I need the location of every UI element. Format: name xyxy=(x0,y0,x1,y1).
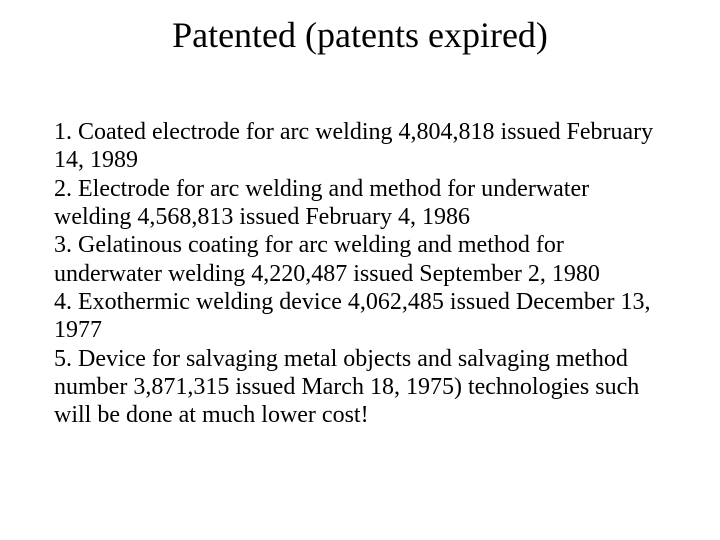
page-title: Patented (patents expired) xyxy=(0,14,720,56)
list-item: 3. Gelatinous coating for arc welding an… xyxy=(54,231,654,288)
body-text: 1. Coated electrode for arc welding 4,80… xyxy=(54,118,654,429)
list-item: 2. Electrode for arc welding and method … xyxy=(54,175,654,232)
list-item: 5. Device for salvaging metal objects an… xyxy=(54,345,654,430)
list-item: 1. Coated electrode for arc welding 4,80… xyxy=(54,118,654,175)
slide: Patented (patents expired) 1. Coated ele… xyxy=(0,0,720,540)
list-item: 4. Exothermic welding device 4,062,485 i… xyxy=(54,288,654,345)
